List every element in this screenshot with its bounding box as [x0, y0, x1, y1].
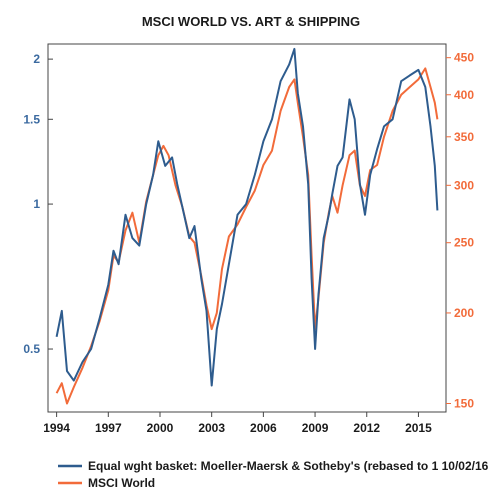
right-tick-label: 350 [454, 130, 474, 144]
legend-label-msci: MSCI World [88, 476, 155, 490]
x-tick-label: 2009 [302, 421, 329, 435]
x-axis: 1994 1997 2000 2003 2006 2009 2012 2015 [43, 412, 432, 435]
legend: Equal wght basket: Moeller-Maersk & Soth… [58, 459, 489, 490]
left-tick-label: 0.5 [23, 342, 40, 356]
left-tick-label: 2 [33, 52, 40, 66]
x-tick-label: 1997 [95, 421, 122, 435]
series-line-msci-world [55, 67, 439, 405]
left-tick-label: 1.5 [23, 112, 40, 126]
right-tick-label: 200 [454, 306, 474, 320]
x-tick-label: 2003 [198, 421, 225, 435]
legend-label-basket: Equal wght basket: Moeller-Maersk & Soth… [88, 459, 489, 473]
left-axis: 0.5 1 1.5 2 [23, 52, 53, 356]
x-tick-label: 2015 [405, 421, 432, 435]
chart-title: MSCI WORLD VS. ART & SHIPPING [142, 14, 360, 29]
series-layer [55, 47, 439, 405]
x-tick-label: 2012 [353, 421, 380, 435]
right-tick-label: 450 [454, 51, 474, 65]
x-tick-label: 2006 [250, 421, 277, 435]
right-tick-label: 250 [454, 236, 474, 250]
x-tick-label: 1994 [43, 421, 70, 435]
left-tick-label: 1 [33, 197, 40, 211]
right-tick-label: 400 [454, 88, 474, 102]
x-tick-label: 2000 [147, 421, 174, 435]
right-tick-label: 150 [454, 396, 474, 410]
plot-frame [47, 43, 447, 413]
right-tick-label: 300 [454, 178, 474, 192]
right-axis: 150 200 250 300 350 400 450 [446, 51, 474, 410]
series-line-basket [55, 47, 439, 387]
